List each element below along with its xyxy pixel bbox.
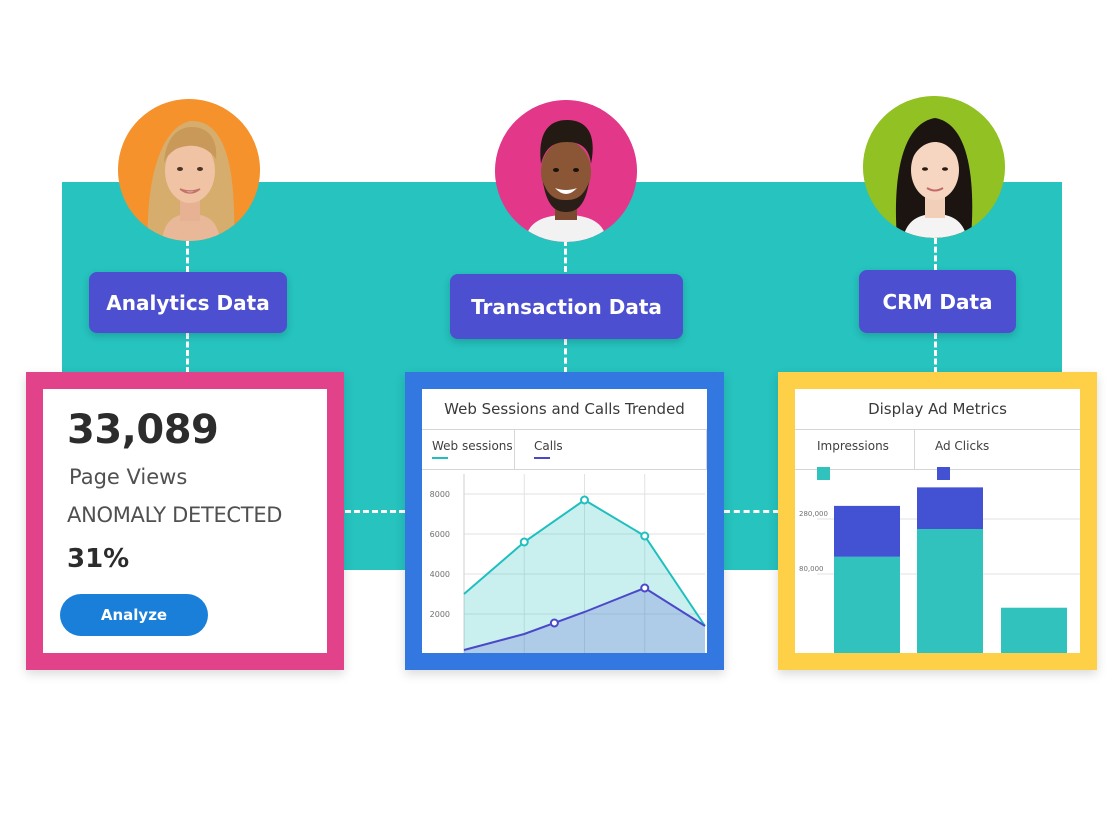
avatar-woman-dark-hair bbox=[863, 96, 1005, 238]
legend-swatch bbox=[817, 467, 830, 480]
connector-line bbox=[934, 333, 937, 373]
legend-divider bbox=[706, 429, 707, 469]
crm-data-label: CRM Data bbox=[859, 270, 1016, 333]
legend-item-calls[interactable]: Calls bbox=[526, 429, 596, 469]
analytics-card: 33,089 Page Views ANOMALY DETECTED 31% A… bbox=[26, 372, 344, 670]
y-tick-label: 280,000 bbox=[799, 510, 828, 518]
legend-swatch bbox=[432, 457, 448, 459]
bar-chart-title: Display Ad Metrics bbox=[795, 389, 1080, 430]
page-views-value: 33,089 bbox=[67, 407, 219, 453]
y-tick-label: 80,000 bbox=[799, 565, 824, 573]
data-point bbox=[580, 495, 589, 505]
transaction-data-label: Transaction Data bbox=[450, 274, 683, 339]
bar-segment bbox=[917, 487, 983, 530]
legend-label: Web sessions bbox=[432, 439, 513, 453]
connector-line bbox=[724, 510, 779, 513]
display-ad-card-body: Display Ad Metrics Impressions Ad Clicks… bbox=[795, 389, 1080, 653]
data-point bbox=[519, 537, 529, 547]
connector-line bbox=[345, 510, 405, 513]
web-sessions-card-body: Web Sessions and Calls Trended Web sessi… bbox=[422, 389, 707, 653]
legend-item-impressions[interactable]: Impressions bbox=[809, 429, 909, 480]
connector-line bbox=[186, 333, 189, 373]
legend-swatch bbox=[534, 457, 550, 459]
analyze-button[interactable]: Analyze bbox=[60, 594, 208, 636]
series-area bbox=[464, 588, 705, 653]
bar-segment bbox=[917, 529, 983, 653]
legend-divider bbox=[514, 429, 515, 469]
anomaly-percent: 31% bbox=[67, 544, 130, 574]
data-point bbox=[549, 618, 559, 628]
line-chart-legend: Web sessions Calls bbox=[422, 429, 707, 470]
bar-segment bbox=[834, 556, 900, 653]
connector-line bbox=[934, 238, 937, 270]
analytics-card-body: 33,089 Page Views ANOMALY DETECTED 31% A… bbox=[43, 389, 327, 653]
bar-chart: 280,000 80,000 bbox=[799, 487, 1080, 653]
legend-divider bbox=[914, 429, 915, 469]
line-chart-title: Web Sessions and Calls Trended bbox=[422, 389, 707, 430]
y-tick-label: 2000 bbox=[430, 610, 450, 619]
legend-label: Ad Clicks bbox=[935, 439, 990, 453]
y-tick-label: 8000 bbox=[430, 490, 450, 499]
anomaly-status: ANOMALY DETECTED bbox=[67, 503, 283, 527]
legend-label: Impressions bbox=[817, 439, 889, 453]
analytics-data-label: Analytics Data bbox=[89, 272, 287, 333]
data-point bbox=[640, 583, 650, 593]
data-point bbox=[640, 531, 650, 541]
page-views-label: Page Views bbox=[69, 465, 188, 489]
legend-item-web-sessions[interactable]: Web sessions bbox=[424, 429, 514, 469]
display-ad-card: Display Ad Metrics Impressions Ad Clicks… bbox=[778, 372, 1097, 670]
bar-chart-legend: Impressions Ad Clicks bbox=[795, 429, 1080, 480]
avatar-man bbox=[495, 100, 637, 242]
legend-swatch bbox=[937, 467, 950, 480]
bar-segment bbox=[1001, 607, 1067, 653]
legend-label: Calls bbox=[534, 439, 563, 453]
connector-line bbox=[186, 240, 189, 272]
line-chart: 8000 6000 4000 2000 bbox=[430, 474, 706, 653]
bar-segment bbox=[834, 505, 900, 557]
y-tick-label: 6000 bbox=[430, 530, 450, 539]
y-tick-label: 4000 bbox=[430, 570, 450, 579]
legend-item-ad-clicks[interactable]: Ad Clicks bbox=[927, 429, 1017, 480]
series-line bbox=[463, 586, 706, 651]
avatar-woman-blonde bbox=[118, 99, 260, 241]
connector-line bbox=[564, 240, 567, 272]
connector-line bbox=[564, 339, 567, 373]
web-sessions-card: Web Sessions and Calls Trended Web sessi… bbox=[405, 372, 724, 670]
